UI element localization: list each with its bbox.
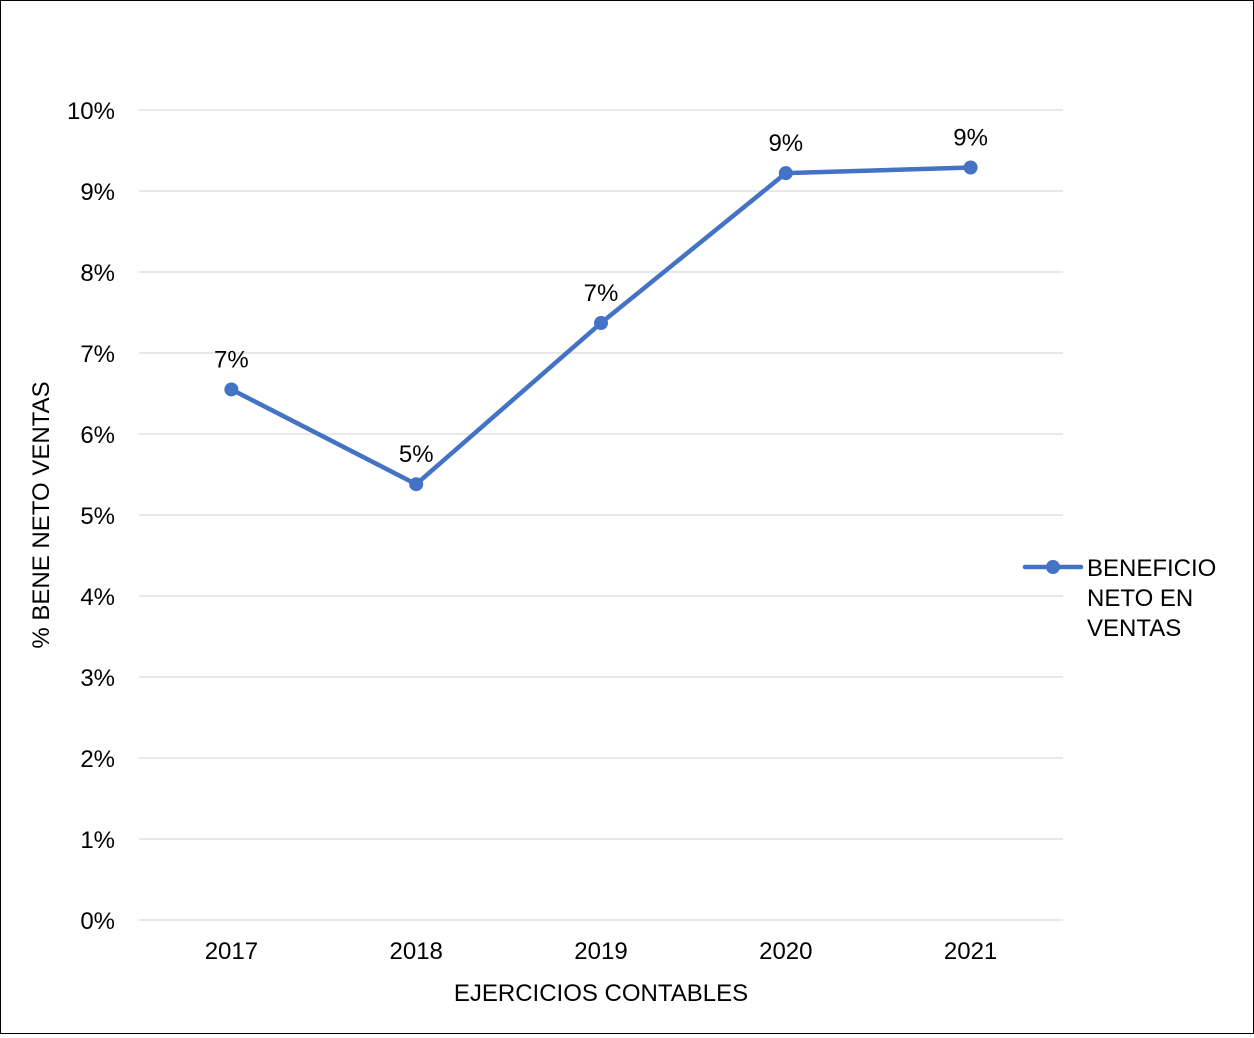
y-tick-label: 9% bbox=[80, 179, 115, 206]
y-tick-label: 4% bbox=[80, 584, 115, 611]
data-labels: 7% 5% 7% 9% 9% bbox=[214, 125, 988, 469]
x-tick-label: 2017 bbox=[205, 938, 258, 965]
data-point bbox=[224, 382, 239, 397]
data-point bbox=[778, 166, 793, 181]
x-tick-label: 2019 bbox=[574, 938, 627, 965]
x-tick-label: 2018 bbox=[390, 938, 443, 965]
data-point bbox=[409, 477, 424, 492]
data-label: 9% bbox=[953, 125, 988, 152]
x-tick-label: 2021 bbox=[944, 938, 997, 965]
y-tick-label: 5% bbox=[80, 503, 115, 530]
legend: BENEFICIO NETO EN VENTAS bbox=[1022, 555, 1223, 642]
data-label: 9% bbox=[768, 130, 803, 157]
y-tick-label: 3% bbox=[80, 665, 115, 692]
legend-label: BENEFICIO NETO EN VENTAS bbox=[1087, 555, 1223, 642]
y-axis-tick-labels: 0% 1% 2% 3% 4% 5% 6% 7% 8% 9% 10% bbox=[67, 98, 115, 935]
legend-label-line-1: BENEFICIO bbox=[1087, 555, 1216, 582]
legend-dot-marker bbox=[1046, 560, 1060, 574]
y-tick-label: 10% bbox=[67, 98, 115, 125]
y-tick-label: 8% bbox=[80, 260, 115, 287]
x-tick-label: 2020 bbox=[759, 938, 812, 965]
y-tick-label: 0% bbox=[80, 908, 115, 935]
y-tick-label: 1% bbox=[80, 827, 115, 854]
y-tick-label: 7% bbox=[80, 341, 115, 368]
data-label: 7% bbox=[214, 346, 249, 373]
series-layer bbox=[224, 160, 978, 492]
gridlines bbox=[139, 109, 1063, 921]
data-point bbox=[963, 160, 978, 175]
legend-label-line-2: NETO EN bbox=[1087, 585, 1193, 612]
legend-label-line-3: VENTAS bbox=[1087, 615, 1181, 642]
x-axis-tick-labels: 2017 2018 2019 2020 2021 bbox=[205, 938, 998, 965]
data-label: 5% bbox=[399, 441, 434, 468]
y-tick-label: 2% bbox=[80, 746, 115, 773]
x-axis-title: EJERCICIOS CONTABLES bbox=[454, 980, 748, 1007]
y-tick-label: 6% bbox=[80, 422, 115, 449]
y-axis-title: % BENE NETO VENTAS bbox=[28, 381, 55, 648]
data-label: 7% bbox=[584, 280, 619, 307]
data-point bbox=[594, 316, 608, 331]
